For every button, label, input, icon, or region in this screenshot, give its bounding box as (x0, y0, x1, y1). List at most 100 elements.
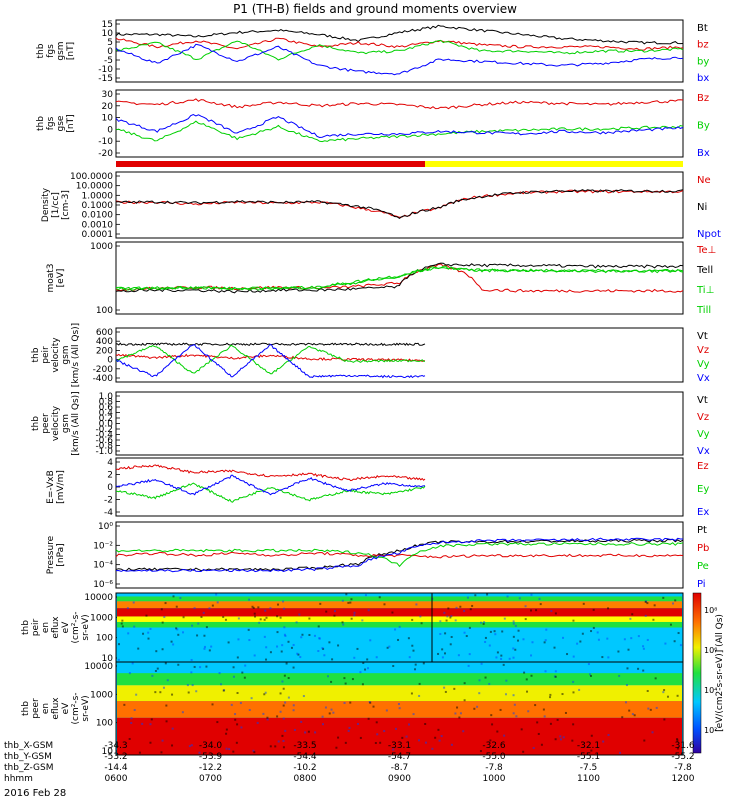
spectrogram-speckle (321, 723, 324, 726)
spectrogram-speckle (151, 674, 154, 677)
spectrogram-speckle (234, 718, 237, 721)
spectrogram-speckle (367, 717, 370, 720)
spectrogram-speckle (175, 605, 178, 608)
spectrogram-speckle (468, 653, 471, 656)
spectrogram-speckle (540, 743, 543, 746)
y-tick-label: 1000 (90, 690, 113, 700)
spectrogram-band (117, 685, 682, 702)
spectrogram-speckle (412, 649, 415, 652)
legend-entry: Tell (696, 265, 713, 276)
y-axis-label: Pressure (46, 535, 56, 574)
legend-entry: bz (697, 40, 709, 51)
y-tick-label: 10⁰ (98, 522, 113, 532)
spectrogram-speckle (631, 713, 634, 716)
y-axis-label: [1/cc] (51, 192, 61, 218)
legend-entry: Vx (697, 446, 710, 457)
spectrogram-speckle (651, 731, 654, 734)
spectrogram-speckle (566, 653, 569, 656)
series-line-Bx (115, 114, 684, 139)
y-tick-label: -0.6 (95, 436, 113, 446)
spectrogram-speckle (149, 723, 152, 726)
spectrogram-speckle (195, 690, 198, 693)
y-tick-label: 0.0100 (82, 211, 114, 221)
spectrogram-speckle (512, 620, 515, 623)
spectrogram-speckle (307, 730, 310, 733)
spectrogram-speckle (412, 713, 415, 716)
spectrogram-speckle (394, 628, 397, 631)
spectrogram-speckle (319, 602, 322, 605)
spectrogram-speckle (138, 751, 141, 754)
spectrogram-speckle (344, 741, 347, 744)
spectrogram-speckle (443, 611, 446, 614)
spectrogram-speckle (328, 641, 331, 644)
spectrogram-speckle (262, 712, 265, 715)
y-tick-label: 10 (102, 114, 114, 124)
spectrogram-speckle (332, 711, 335, 714)
spectrogram-band (117, 608, 682, 617)
spectrogram-speckle (553, 646, 556, 649)
spectrogram-band (117, 662, 682, 674)
spectrogram-speckle (150, 718, 153, 721)
spectrogram-speckle (349, 601, 352, 604)
y-axis-label: [cm-3] (61, 190, 71, 220)
spectrogram-speckle (536, 721, 539, 724)
spectrogram-speckle (165, 704, 168, 707)
spectrogram-speckle (161, 621, 164, 624)
spectrogram-speckle (503, 617, 506, 620)
y-axis-label: Density (41, 187, 51, 222)
y-axis-label: eflux (51, 616, 61, 639)
y-tick-label: -15 (98, 74, 113, 84)
spectrogram-speckle (418, 682, 421, 685)
spectrogram-speckle (237, 617, 240, 620)
series-line-bz (115, 37, 684, 51)
legend-entry: bx (697, 73, 709, 84)
spectrogram-speckle (621, 716, 624, 719)
spectrogram-speckle (407, 637, 410, 640)
spectrogram-speckle (279, 616, 282, 619)
spectrogram-speckle (437, 652, 440, 655)
spectrogram-speckle (347, 729, 350, 732)
spectrogram-speckle (582, 602, 585, 605)
y-tick-label: 10 (102, 29, 114, 39)
spectrogram-speckle (130, 717, 133, 720)
spectrogram-speckle (543, 715, 546, 718)
spectrogram-speckle (337, 736, 340, 739)
spectrogram-speckle (364, 594, 367, 597)
spectrogram-speckle (243, 676, 246, 679)
x-tick-label: -53.2 (104, 752, 127, 762)
spectrogram-speckle (545, 628, 548, 631)
panel-6: thb peer velocity gsm [km/s (All Qs)] 1.00.80… (31, 391, 710, 457)
spectrogram-speckle (607, 607, 610, 610)
spectrogram-speckle (276, 615, 279, 618)
legend-entry: Ex (697, 507, 709, 518)
spectrogram-speckle (182, 616, 185, 619)
spectrogram-speckle (473, 707, 476, 710)
spectrogram-speckle (263, 693, 266, 696)
spectrogram-speckle (559, 735, 562, 738)
spectrogram-speckle (677, 632, 680, 635)
spectrogram-speckle (590, 734, 593, 737)
spectrogram-speckle (281, 734, 284, 737)
legend-entry: Vt (697, 395, 708, 406)
spectrogram-speckle (333, 614, 336, 617)
spectrogram-speckle (607, 656, 610, 659)
spectrogram-speckle (344, 682, 347, 685)
spectrogram-speckle (325, 610, 328, 613)
series-line-Tell (115, 262, 684, 294)
spectrogram-speckle (283, 633, 286, 636)
colorbar-gradient (692, 592, 702, 754)
spectrogram-speckle (228, 748, 231, 751)
spectrogram-speckle (653, 604, 656, 607)
x-tick-label: -33.5 (293, 741, 316, 751)
spectrogram-speckle (164, 602, 167, 605)
x-tick-label: -14.4 (104, 763, 128, 773)
spectrogram-speckle (450, 635, 453, 638)
series-line-bx (115, 43, 684, 76)
spectrogram-speckle (388, 645, 391, 648)
spectrogram-speckle (297, 653, 300, 656)
spectrogram-speckle (350, 617, 353, 620)
spectrogram-speckle (264, 609, 267, 612)
spectrogram-speckle (198, 751, 201, 754)
spectrogram-speckle (216, 721, 219, 724)
spectrogram-speckle (386, 646, 389, 649)
